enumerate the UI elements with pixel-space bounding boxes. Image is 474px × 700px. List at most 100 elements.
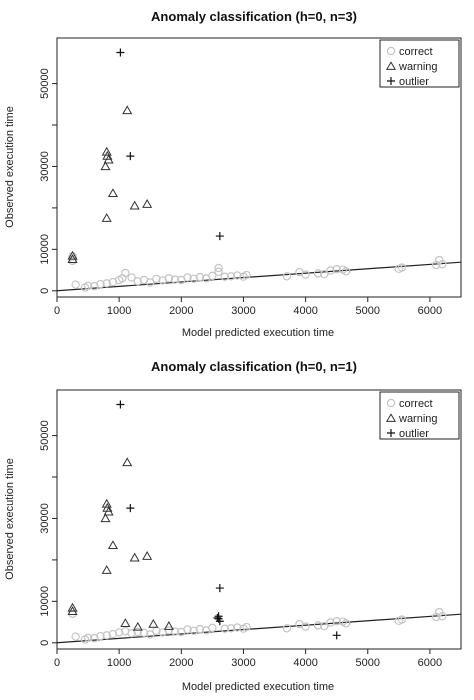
chart-panel-bottom: Anomaly classification (h=0, n=1) 0 1000 2… bbox=[4, 359, 462, 693]
point-correct bbox=[282, 624, 292, 633]
point-warning bbox=[142, 198, 153, 208]
chart-title: Anomaly classification (h=0, n=3) bbox=[151, 9, 357, 24]
point-outlier bbox=[332, 631, 341, 640]
point-correct bbox=[208, 623, 217, 633]
point-correct bbox=[127, 629, 136, 638]
point-outlier bbox=[214, 612, 223, 621]
y-tick-label: 50000 bbox=[39, 68, 51, 99]
x-tick-label: 4000 bbox=[293, 657, 317, 669]
x-tick-label: 6000 bbox=[418, 305, 442, 317]
point-correct bbox=[438, 612, 447, 621]
legend-outlier-symbol bbox=[387, 77, 395, 85]
legend-warning-symbol bbox=[385, 413, 397, 422]
axes: 0 1000 2000 3000 4000 5000 6000 0 10000 30000 5000… bbox=[39, 68, 442, 317]
point-correct bbox=[102, 631, 111, 640]
point-correct bbox=[121, 268, 130, 278]
legend: correct warning outlier bbox=[379, 391, 460, 440]
plot-frame bbox=[56, 37, 462, 298]
y-axis-label: Observed execution time bbox=[4, 458, 16, 580]
point-warning bbox=[101, 146, 112, 156]
legend-outlier-label: outlier bbox=[399, 76, 429, 88]
point-correct bbox=[226, 624, 236, 633]
point-warning bbox=[163, 621, 174, 630]
point-correct bbox=[226, 272, 236, 281]
point-correct bbox=[183, 625, 192, 634]
point-correct bbox=[214, 263, 223, 273]
y-tick-label: 30000 bbox=[39, 151, 51, 182]
x-axis-label: Model predicted execution time bbox=[182, 327, 334, 339]
point-correct bbox=[332, 617, 341, 626]
point-warning bbox=[100, 513, 111, 523]
point-warning bbox=[107, 188, 118, 198]
point-outlier bbox=[116, 400, 125, 409]
point-warning bbox=[107, 540, 118, 550]
y-axis-label: Observed execution time bbox=[4, 106, 16, 228]
point-correct bbox=[146, 278, 155, 287]
legend-correct-symbol bbox=[386, 398, 396, 408]
point-correct bbox=[189, 274, 198, 283]
point-warning bbox=[101, 565, 112, 574]
point-correct bbox=[170, 275, 180, 284]
plot-frame bbox=[56, 389, 462, 650]
point-warning bbox=[142, 550, 153, 560]
x-tick-label: 3000 bbox=[231, 305, 255, 317]
point-warning bbox=[101, 498, 112, 508]
legend-correct-label: correct bbox=[399, 46, 433, 58]
point-correct bbox=[127, 273, 136, 282]
point-correct bbox=[242, 270, 251, 280]
point-correct bbox=[397, 615, 407, 624]
point-correct bbox=[282, 272, 292, 281]
point-correct bbox=[83, 281, 93, 291]
point-warning bbox=[103, 506, 114, 516]
point-correct bbox=[320, 270, 329, 279]
point-correct bbox=[164, 274, 174, 283]
point-correct bbox=[152, 274, 161, 283]
chart-title: Anomaly classification (h=0, n=1) bbox=[151, 359, 357, 374]
point-warning bbox=[101, 213, 112, 222]
point-correct bbox=[332, 265, 341, 274]
point-correct bbox=[170, 627, 180, 636]
point-correct bbox=[108, 629, 118, 639]
x-tick-label: 1000 bbox=[107, 305, 131, 317]
point-correct bbox=[397, 263, 407, 272]
point-correct bbox=[68, 252, 77, 261]
point-correct bbox=[183, 273, 192, 282]
point-outlier bbox=[126, 504, 135, 513]
axes: 0 1000 2000 3000 4000 5000 6000 0 10000 30000 5000… bbox=[39, 420, 442, 669]
point-correct bbox=[341, 267, 351, 276]
point-correct bbox=[313, 621, 323, 630]
legend-warning-label: warning bbox=[398, 61, 438, 73]
legend-correct-label: correct bbox=[399, 398, 433, 410]
legend-warning-symbol bbox=[385, 61, 397, 70]
legend-outlier-symbol bbox=[387, 429, 395, 437]
legend-warning-label: warning bbox=[398, 413, 438, 425]
legend-correct-symbol bbox=[386, 46, 396, 56]
point-correct bbox=[133, 627, 142, 637]
point-outlier bbox=[213, 613, 222, 622]
x-tick-label: 5000 bbox=[356, 657, 380, 669]
point-correct bbox=[326, 618, 335, 627]
x-tick-label: 1000 bbox=[107, 657, 131, 669]
point-warning bbox=[148, 618, 159, 628]
point-correct bbox=[220, 624, 230, 633]
point-correct bbox=[313, 269, 323, 278]
point-correct bbox=[146, 630, 155, 639]
point-warning bbox=[120, 618, 131, 627]
x-tick-label: 0 bbox=[54, 305, 60, 317]
point-warning bbox=[132, 621, 143, 631]
point-correct bbox=[208, 271, 217, 281]
y-tick-label: 30000 bbox=[39, 503, 51, 534]
y-tick-label: 0 bbox=[39, 640, 51, 646]
x-tick-label: 6000 bbox=[418, 657, 442, 669]
point-correct bbox=[71, 632, 80, 641]
point-correct bbox=[96, 279, 105, 289]
point-warning bbox=[129, 552, 140, 562]
point-warning bbox=[122, 105, 133, 115]
point-correct bbox=[220, 272, 230, 281]
x-axis-label: Model predicted execution time bbox=[182, 681, 334, 693]
point-correct bbox=[326, 266, 335, 275]
legend: correct warning outlier bbox=[379, 39, 460, 88]
point-warning bbox=[122, 457, 133, 467]
point-correct bbox=[233, 623, 242, 632]
